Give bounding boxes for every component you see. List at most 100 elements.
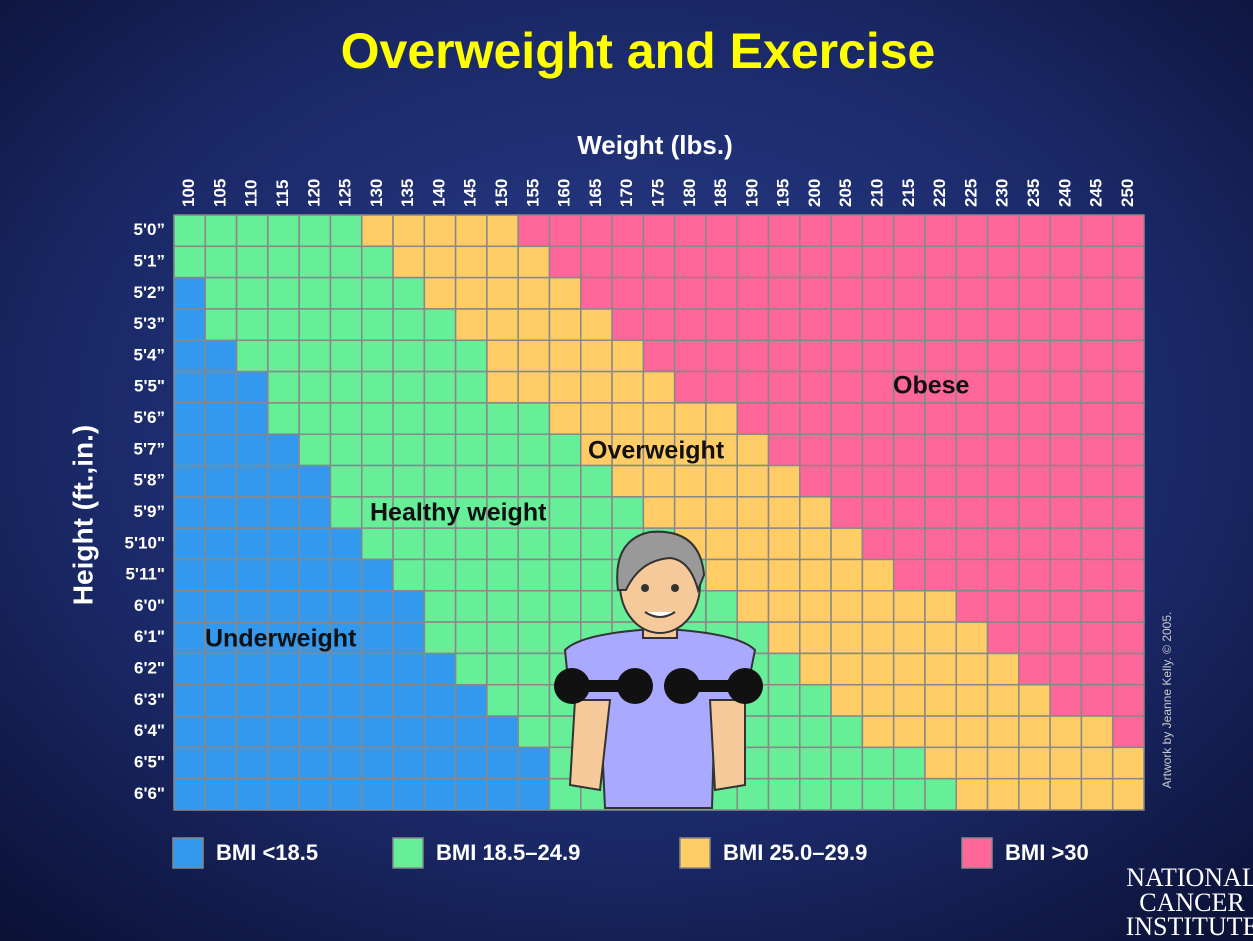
grid-cell: [487, 685, 518, 716]
grid-cell: [956, 340, 987, 371]
grid-cell: [862, 685, 893, 716]
grid-cell: [174, 309, 205, 340]
weight-label: 140: [429, 179, 448, 207]
height-label: 6'6": [134, 784, 165, 803]
grid-cell: [894, 747, 925, 778]
grid-cell: [393, 372, 424, 403]
grid-cell: [956, 309, 987, 340]
grid-cell: [362, 246, 393, 277]
weight-label: 125: [336, 179, 355, 207]
grid-cell: [549, 403, 580, 434]
grid-cell: [174, 591, 205, 622]
weight-label: 175: [648, 179, 667, 207]
grid-cell: [925, 591, 956, 622]
grid-cell: [268, 497, 299, 528]
grid-cell: [487, 559, 518, 590]
grid-cell: [831, 559, 862, 590]
grid-cell: [518, 372, 549, 403]
grid-cell: [800, 622, 831, 653]
grid-cell: [737, 466, 768, 497]
grid-cell: [330, 716, 361, 747]
grid-cell: [800, 685, 831, 716]
grid-cell: [831, 497, 862, 528]
grid-cell: [956, 559, 987, 590]
grid-cell: [174, 403, 205, 434]
grid-cell: [862, 215, 893, 246]
grid-cell: [174, 215, 205, 246]
grid-cell: [988, 622, 1019, 653]
grid-cell: [862, 559, 893, 590]
grid-cell: [549, 528, 580, 559]
grid-cell: [1050, 215, 1081, 246]
legend-swatch: [962, 838, 992, 868]
grid-cell: [456, 372, 487, 403]
grid-cell: [769, 685, 800, 716]
weight-label: 200: [805, 179, 824, 207]
grid-cell: [487, 246, 518, 277]
grid-cell: [487, 372, 518, 403]
grid-cell: [769, 403, 800, 434]
grid-cell: [925, 434, 956, 465]
grid-cell: [675, 215, 706, 246]
grid-cell: [1113, 340, 1144, 371]
grid-cell: [925, 747, 956, 778]
grid-cell: [1019, 653, 1050, 684]
grid-cell: [362, 434, 393, 465]
grid-cell: [299, 747, 330, 778]
grid-cell: [330, 372, 361, 403]
grid-cell: [549, 246, 580, 277]
grid-cell: [988, 497, 1019, 528]
grid-cell: [800, 246, 831, 277]
grid-cell: [988, 215, 1019, 246]
grid-cell: [800, 497, 831, 528]
grid-cell: [362, 622, 393, 653]
grid-cell: [424, 278, 455, 309]
grid-cell: [675, 340, 706, 371]
grid-cell: [1113, 278, 1144, 309]
grid-cell: [205, 559, 236, 590]
grid-cell: [1081, 372, 1112, 403]
grid-cell: [299, 466, 330, 497]
grid-cell: [237, 340, 268, 371]
grid-cell: [706, 466, 737, 497]
grid-cell: [330, 747, 361, 778]
grid-cell: [456, 779, 487, 810]
grid-cell: [769, 528, 800, 559]
grid-cell: [925, 528, 956, 559]
grid-cell: [831, 466, 862, 497]
grid-cell: [1050, 653, 1081, 684]
grid-cell: [706, 403, 737, 434]
grid-cell: [956, 246, 987, 277]
grid-cell: [237, 372, 268, 403]
grid-cell: [1050, 716, 1081, 747]
region-label: Overweight: [588, 437, 725, 465]
grid-cell: [549, 278, 580, 309]
grid-cell: [894, 779, 925, 810]
grid-cell: [268, 434, 299, 465]
grid-cell: [330, 591, 361, 622]
weight-label: 235: [1024, 179, 1043, 207]
grid-cell: [174, 747, 205, 778]
grid-cell: [1050, 622, 1081, 653]
grid-cell: [925, 215, 956, 246]
grid-cell: [988, 528, 1019, 559]
grid-cell: [330, 309, 361, 340]
grid-cell: [1113, 309, 1144, 340]
grid-cell: [956, 215, 987, 246]
grid-cell: [1081, 591, 1112, 622]
grid-cell: [518, 434, 549, 465]
grid-cell: [1113, 622, 1144, 653]
grid-cell: [894, 559, 925, 590]
grid-cell: [1050, 779, 1081, 810]
grid-cell: [1081, 653, 1112, 684]
grid-cell: [393, 528, 424, 559]
grid-cell: [862, 622, 893, 653]
grid-cell: [862, 403, 893, 434]
grid-cell: [675, 246, 706, 277]
grid-cell: [456, 685, 487, 716]
grid-cell: [518, 622, 549, 653]
grid-cell: [925, 246, 956, 277]
grid-cell: [925, 403, 956, 434]
grid-cell: [1050, 278, 1081, 309]
weight-label: 210: [868, 179, 887, 207]
